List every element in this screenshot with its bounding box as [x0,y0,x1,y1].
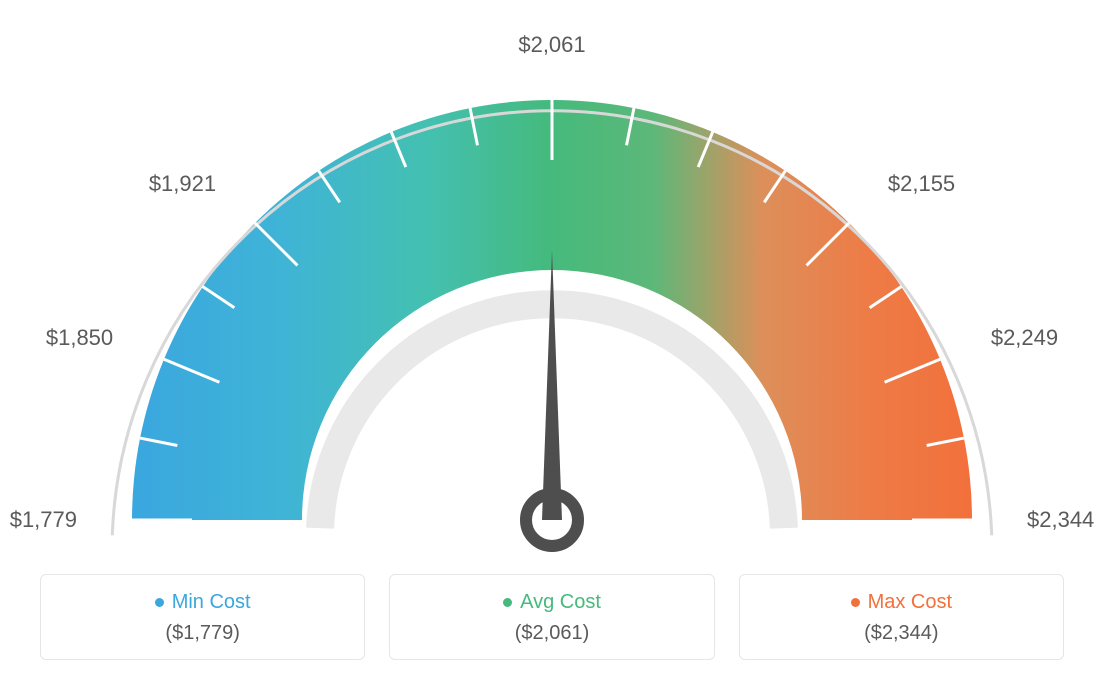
gauge-scale-label: $2,155 [888,171,955,197]
legend-card: Avg Cost ($2,061) [389,574,714,660]
legend-value: ($2,061) [400,622,703,645]
legend-title: Max Cost [851,591,952,614]
gauge-area: $1,779 $1,850 $1,921 $2,061 $2,155 $2,249 $2,3… [0,0,1104,560]
legend-card: Max Cost ($2,344) [739,574,1064,660]
gauge-scale-label: $1,779 [10,507,77,533]
gauge-scale-label: $2,249 [991,325,1058,351]
gauge-scale-label: $1,921 [149,171,216,197]
legend-label: Avg Cost [520,591,601,614]
legend-dot-icon [851,598,860,607]
legend-value: ($1,779) [51,622,354,645]
gauge-scale-label: $2,061 [518,32,585,58]
legend-label: Max Cost [868,591,952,614]
gauge-scale-label: $2,344 [1027,507,1094,533]
legend-label: Min Cost [172,591,251,614]
legend-dot-icon [155,598,164,607]
cost-gauge-chart: $1,779 $1,850 $1,921 $2,061 $2,155 $2,249 $2,3… [0,0,1104,690]
legend-card: Min Cost ($1,779) [40,574,365,660]
gauge-scale-label: $1,850 [46,325,113,351]
legend-title: Avg Cost [503,591,601,614]
legend-dot-icon [503,598,512,607]
legend-value: ($2,344) [750,622,1053,645]
gauge-svg [0,30,1104,590]
legend-row: Min Cost ($1,779) Avg Cost ($2,061) Max Cost… [0,574,1104,660]
legend-title: Min Cost [155,591,251,614]
